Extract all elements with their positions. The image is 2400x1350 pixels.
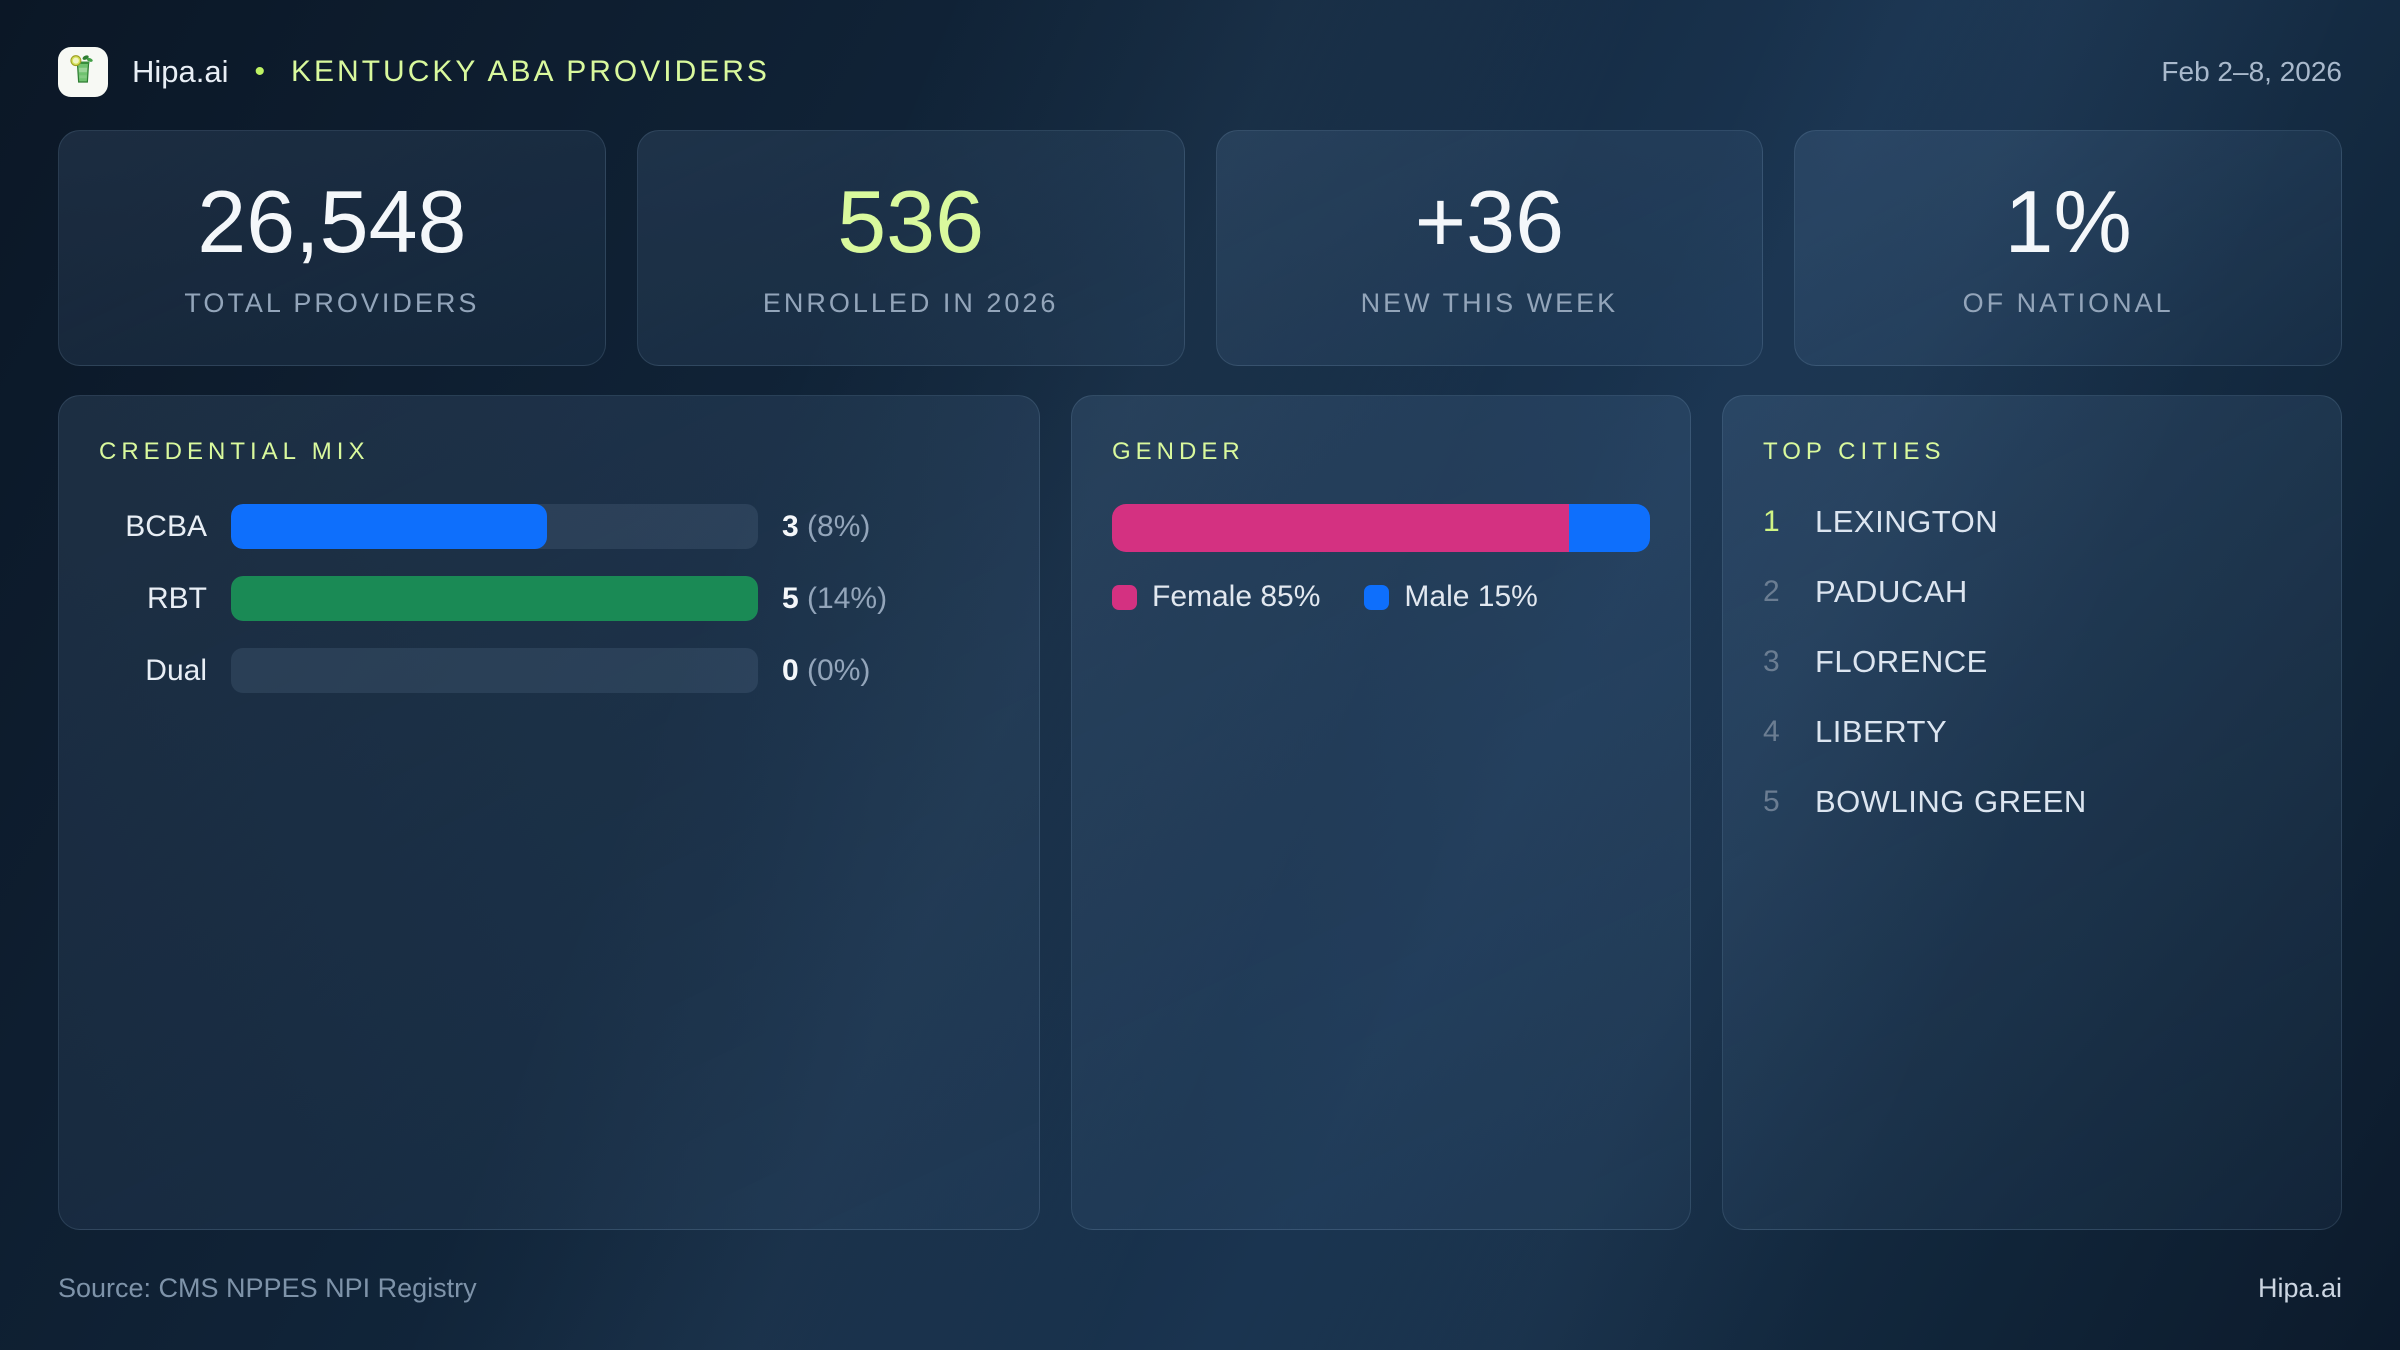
stat-cards-row: 26,548 TOTAL PROVIDERS 536 ENROLLED IN 2… [58,130,2342,366]
stat-value: 1% [2004,171,2132,271]
legend-label: Male 15% [1404,580,1538,613]
city-rank: 2 [1763,575,1780,608]
city-name: FLORENCE [1815,644,1988,679]
credential-bar-fill [231,504,548,549]
credential-bar-track [231,576,758,621]
footer-brand: Hipa.ai [2257,1273,2342,1303]
credential-value: 5 (14%) [782,582,887,616]
gender-segment-female [1112,504,1570,552]
gender-legend: Female 85% Male 15% [1112,580,1650,614]
credential-count: 0 [782,653,799,687]
credential-row-rbt: RBT 5 (14%) [99,576,999,621]
credential-mix-panel: CREDENTIAL MIX BCBA 3 (8%) RBT 5 (14 [58,395,1040,1230]
stat-label: NEW THIS WEEK [1360,287,1619,318]
stat-label: ENROLLED IN 2026 [762,287,1059,318]
stat-card-of-national: 1% OF NATIONAL [1794,130,2342,366]
mojito-drink-icon [65,52,101,93]
female-swatch-icon [1112,584,1137,610]
stat-card-total-providers: 26,548 TOTAL PROVIDERS [58,130,606,366]
credential-bar-track [231,504,758,549]
city-name: LIBERTY [1815,714,1948,749]
city-row: 1 LEXINGTON [1763,504,2301,540]
stat-card-new-this-week: +36 NEW THIS WEEK [1215,130,1764,366]
credential-row-dual: Dual 0 (0%) [99,648,999,693]
header: Hipa.ai • KENTUCKY ABA PROVIDERS Feb 2–8… [58,46,2342,98]
credential-value: 3 (8%) [782,510,870,544]
gender-segment-male [1569,504,1650,552]
panel-title: TOP CITIES [1763,438,1946,465]
credential-bar-fill [231,576,758,621]
credential-bar-track [231,648,758,693]
footer-source: Source: CMS NPPES NPI Registry [58,1273,477,1303]
top-cities-panel: TOP CITIES 1 LEXINGTON 2 PADUCAH 3 FLORE… [1722,395,2342,1230]
date-range: Feb 2–8, 2026 [2161,56,2342,87]
city-rank: 3 [1763,645,1780,678]
legend-item-female: Female 85% [1112,580,1320,614]
stat-value: +36 [1414,171,1565,271]
city-rank: 4 [1763,715,1780,748]
city-row: 3 FLORENCE [1763,644,2301,680]
panels-row: CREDENTIAL MIX BCBA 3 (8%) RBT 5 (14 [58,395,2342,1230]
credential-label: RBT [147,581,207,615]
city-name: BOWLING GREEN [1815,784,2087,819]
credential-percent: (0%) [807,653,871,687]
male-swatch-icon [1364,584,1390,610]
stat-value: 26,548 [197,171,467,271]
credential-count: 3 [782,509,799,543]
credential-value: 0 (0%) [782,654,870,688]
legend-item-male: Male 15% [1364,580,1538,614]
stat-label: TOTAL PROVIDERS [184,287,480,318]
legend-label: Female 85% [1152,580,1321,613]
credential-label: BCBA [125,509,207,543]
credential-percent: (14%) [807,581,888,615]
city-name: PADUCAH [1815,574,1968,609]
panel-title: GENDER [1112,438,1245,465]
stat-value: 536 [837,171,985,271]
page-title: KENTUCKY ABA PROVIDERS [291,55,770,88]
gender-panel: GENDER Female 85% Male 15% [1071,395,1691,1230]
city-row: 5 BOWLING GREEN [1763,784,2301,820]
credential-count: 5 [782,581,799,615]
panel-title: CREDENTIAL MIX [99,438,370,465]
city-name: LEXINGTON [1815,504,1999,539]
credential-label: Dual [145,653,207,687]
city-row: 2 PADUCAH [1763,574,2301,610]
credential-row-bcba: BCBA 3 (8%) [99,504,999,549]
credential-percent: (8%) [807,509,871,543]
footer: Source: CMS NPPES NPI Registry Hipa.ai [58,1270,2342,1304]
city-rank: 5 [1763,785,1780,818]
city-row: 4 LIBERTY [1763,714,2301,750]
brand-name: Hipa.ai [132,54,229,89]
city-rank: 1 [1763,505,1780,538]
stat-label: OF NATIONAL [1962,287,2174,318]
app-logo [58,47,108,97]
stat-card-enrolled: 536 ENROLLED IN 2026 [636,130,1185,366]
header-separator-dot: • [254,55,266,88]
gender-stacked-bar [1112,504,1650,552]
